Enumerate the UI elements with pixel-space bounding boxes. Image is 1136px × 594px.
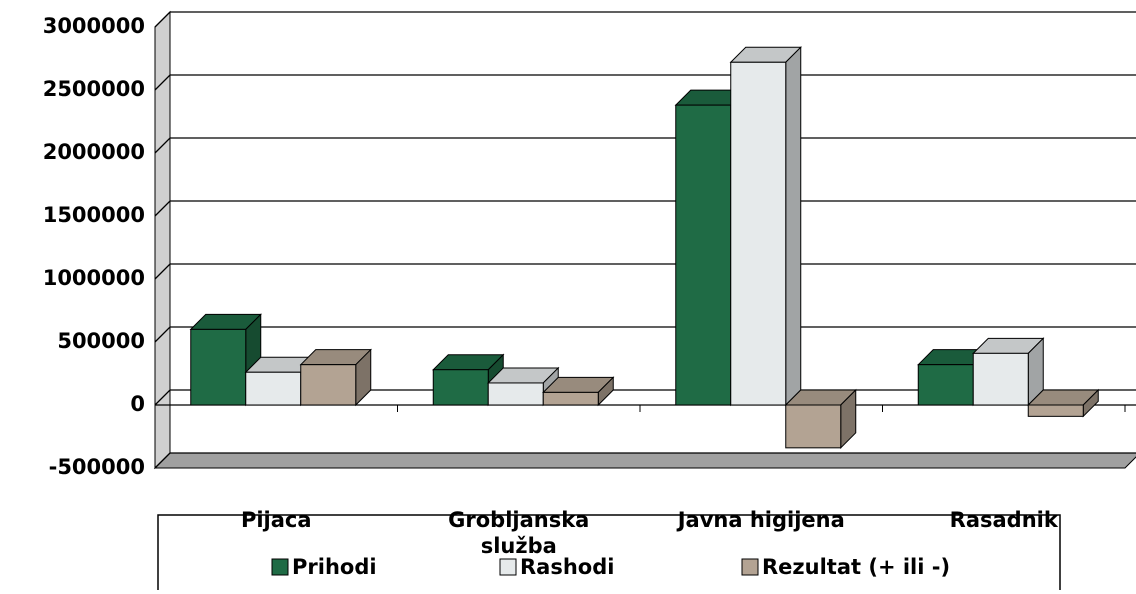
y-tick-label: 2000000 (43, 140, 145, 164)
y-tick-label: 3000000 (43, 14, 145, 38)
y-tick-label: 500000 (57, 329, 145, 353)
bar (190, 328, 247, 406)
bar (245, 371, 302, 406)
side-wall (154, 10, 171, 470)
legend-swatch (499, 558, 517, 576)
bar (1027, 404, 1084, 417)
y-tick-label: -500000 (49, 455, 145, 479)
bar (542, 391, 599, 406)
grid-line (154, 263, 1136, 280)
bar (300, 364, 357, 406)
x-tick-label: Pijaca (240, 508, 312, 532)
bar (432, 369, 489, 406)
bar (730, 61, 787, 406)
legend-label: Rashodi (520, 555, 614, 579)
x-tick-label: Javna higijena (677, 508, 845, 532)
grid-line (154, 200, 1136, 217)
bar (675, 104, 732, 406)
legend-box (157, 514, 1061, 594)
y-tick-label: 1500000 (43, 203, 145, 227)
grid-line (154, 137, 1136, 154)
bar-side (785, 46, 802, 407)
legend-label: Prihodi (292, 555, 377, 579)
bar (917, 364, 974, 406)
floor (153, 452, 1136, 469)
x-tick-label: Grobljanska služba (448, 508, 590, 558)
legend-swatch (271, 558, 289, 576)
bar (785, 404, 842, 449)
grid-line (154, 452, 1136, 469)
y-tick-label: 2500000 (43, 77, 145, 101)
x-tick-label: Rasadnik (949, 508, 1058, 532)
grid-line (154, 74, 1136, 91)
y-tick-label: 0 (130, 392, 145, 416)
bar (972, 352, 1029, 406)
grid-line (154, 326, 1136, 343)
bar (487, 382, 544, 406)
grid-line (154, 11, 1136, 28)
y-tick-label: 1000000 (43, 266, 145, 290)
legend-label: Rezultat (+ ili -) (762, 555, 950, 579)
legend-swatch (741, 558, 759, 576)
